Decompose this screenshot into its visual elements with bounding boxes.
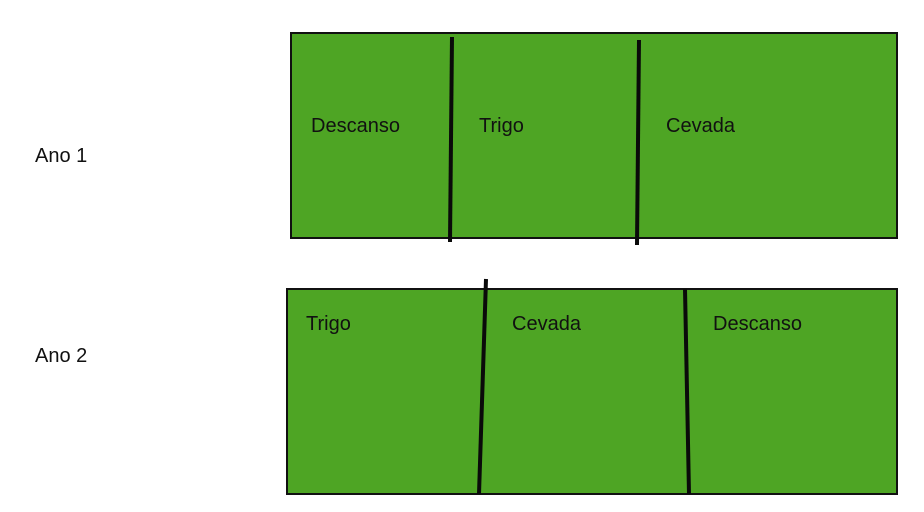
plot-divider bbox=[683, 288, 691, 495]
plot-divider bbox=[448, 36, 454, 243]
plot-label: Trigo bbox=[306, 313, 351, 335]
row-ano-1: Ano 1 Descanso Trigo Cevada bbox=[35, 32, 898, 246]
row-label: Ano 2 bbox=[35, 345, 87, 367]
field-rectangle bbox=[290, 32, 898, 239]
plot-divider bbox=[477, 278, 488, 495]
plot-label: Cevada bbox=[512, 313, 582, 335]
row-label: Ano 1 bbox=[35, 145, 87, 167]
plot-label: Cevada bbox=[666, 115, 736, 137]
row-ano-2: Ano 2 Trigo Cevada Descanso bbox=[35, 278, 898, 495]
plot-label: Descanso bbox=[713, 313, 802, 335]
plot-divider bbox=[635, 39, 641, 246]
field-rectangle bbox=[286, 288, 898, 495]
plot-label: Descanso bbox=[311, 115, 400, 137]
plot-label: Trigo bbox=[479, 115, 524, 137]
